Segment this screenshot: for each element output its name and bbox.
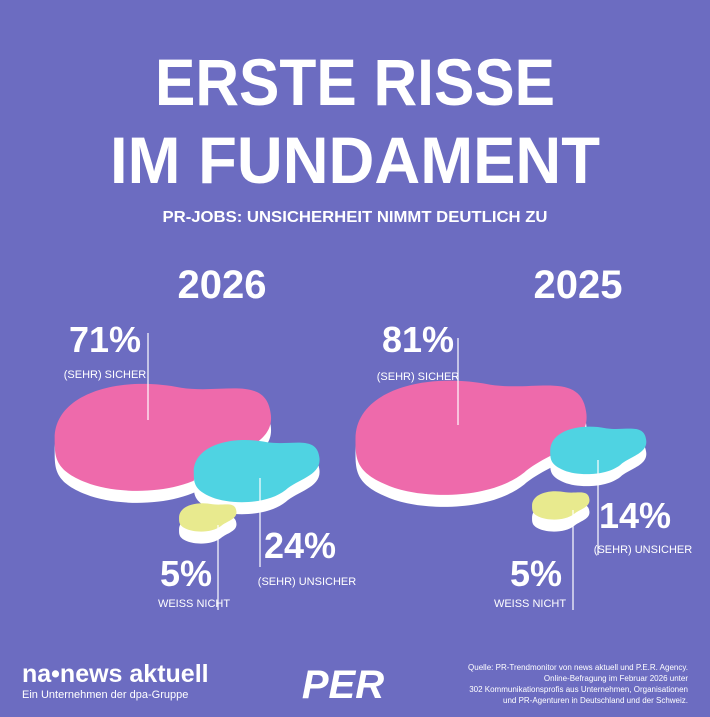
category-label: (SEHR) SICHER xyxy=(377,371,460,383)
blob xyxy=(179,503,237,532)
source-line: Quelle: PR-Trendmonitor von news aktuell… xyxy=(468,663,688,672)
brand-sub: Ein Unternehmen der dpa-Gruppe xyxy=(22,689,188,701)
blob xyxy=(193,440,320,503)
category-label: WEISS NICHT xyxy=(158,598,230,610)
value-label: 24% xyxy=(264,525,336,566)
category-label: WEISS NICHT xyxy=(494,598,566,610)
logo: PER xyxy=(302,663,384,707)
value-label: 71% xyxy=(69,319,141,360)
category-label: (SEHR) SICHER xyxy=(64,369,147,381)
category-label: (SEHR) UNSICHER xyxy=(258,576,356,588)
blob xyxy=(550,426,647,475)
value-label: 81% xyxy=(382,319,454,360)
subtitle: PR-JOBS: UNSICHERHEIT NIMMT DEUTLICH ZU xyxy=(163,209,548,226)
title-line: ERSTE RISSE xyxy=(155,45,555,119)
value-label: 5% xyxy=(510,553,562,594)
title-line: IM FUNDAMENT xyxy=(110,123,600,197)
source-line: und PR-Agenturen in Deutschland und der … xyxy=(503,696,688,705)
brand: na•news aktuell xyxy=(22,660,209,688)
blob xyxy=(355,380,587,495)
value-label: 14% xyxy=(599,495,671,536)
blob xyxy=(532,491,590,520)
year: 2025 xyxy=(534,263,623,307)
source-line: Online-Befragung im Februar 2026 unter xyxy=(544,674,688,683)
source-line: 302 Kommunikationsprofis aus Unternehmen… xyxy=(469,685,688,694)
category-label: (SEHR) UNSICHER xyxy=(594,544,692,556)
value-label: 5% xyxy=(160,553,212,594)
year: 2026 xyxy=(178,263,267,307)
